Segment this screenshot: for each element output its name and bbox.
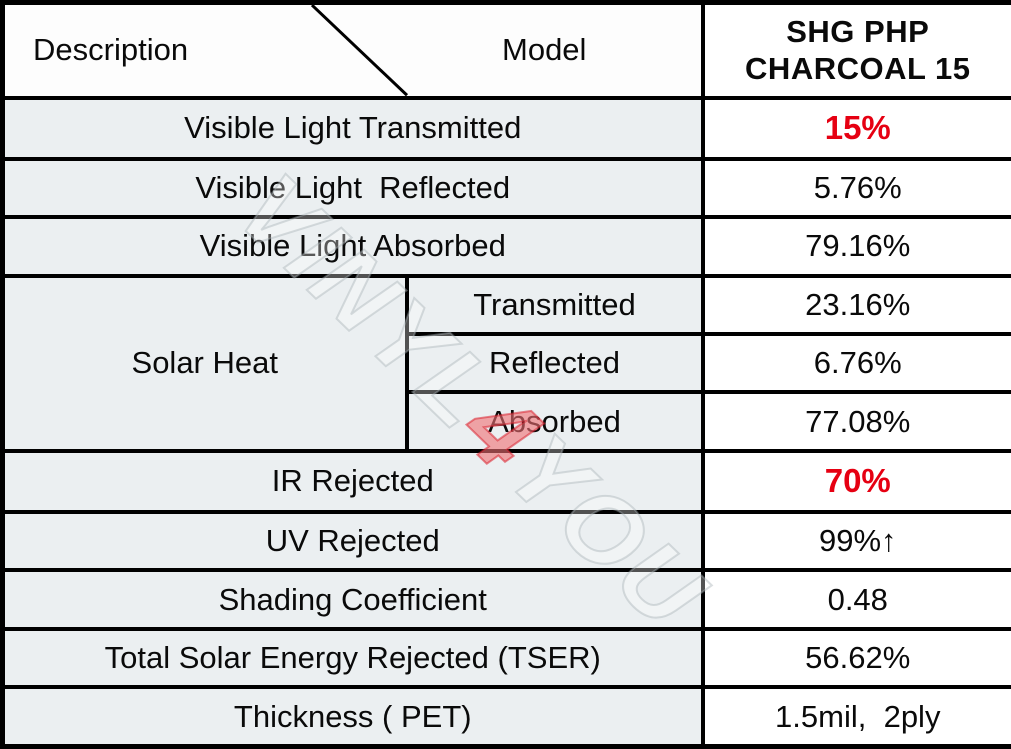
row-label-ir-rejected: IR Rejected: [0, 448, 705, 515]
row-value-visible-light-reflected: 5.76%: [700, 156, 1011, 220]
table-row: Solar Heat Transmitted 23.16%: [0, 273, 1011, 453]
row-label-visible-light-absorbed: Visible Light Absorbed: [0, 215, 705, 278]
model-header-label: Model: [502, 32, 587, 68]
row-label-shading-coefficient: Shading Coefficient: [0, 568, 705, 631]
row-label-solar-heat-reflected: Reflected: [404, 331, 705, 395]
row-label-solar-heat-absorbed: Absorbed: [404, 390, 705, 453]
row-value-solar-heat-reflected: 6.76%: [700, 331, 1011, 395]
table-row: Reflected 6.76%: [3, 331, 1011, 395]
table-row: Absorbed 77.08%: [3, 390, 1011, 453]
table-row: Visible Light Transmitted 15%: [0, 95, 1011, 161]
row-label-thickness: Thickness ( PET): [0, 685, 705, 749]
row-label-solar-heat-transmitted: Transmitted: [404, 273, 705, 336]
table-row: Shading Coefficient 0.48: [0, 568, 1011, 631]
row-value-ir-rejected: 70%: [700, 448, 1011, 515]
solar-heat-group-label: Solar Heat: [0, 273, 409, 453]
table-row: Total Solar Energy Rejected (TSER) 56.62…: [0, 626, 1011, 690]
row-label-tser: Total Solar Energy Rejected (TSER): [0, 626, 705, 690]
row-label-uv-rejected: UV Rejected: [0, 510, 705, 573]
row-value-tser: 56.62%: [700, 626, 1011, 690]
table-row: UV Rejected 99%↑: [0, 510, 1011, 573]
row-value-visible-light-transmitted: 15%: [700, 95, 1011, 161]
table-row: Visible Light Reflected 5.76%: [0, 156, 1011, 220]
header-description-model-cell: Description Model: [0, 0, 705, 100]
row-value-solar-heat-transmitted: 23.16%: [700, 273, 1011, 336]
row-value-uv-rejected: 99%↑: [700, 510, 1011, 573]
row-value-solar-heat-absorbed: 77.08%: [700, 390, 1011, 453]
row-value-shading-coefficient: 0.48: [700, 568, 1011, 631]
model-name-cell: SHG PHP CHARCOAL 15: [700, 0, 1011, 100]
header-diagonal-divider: [310, 6, 409, 94]
row-label-visible-light-reflected: Visible Light Reflected: [0, 156, 705, 220]
model-name-line2: CHARCOAL 15: [745, 51, 971, 87]
description-header-label: Description: [33, 32, 189, 68]
row-value-visible-light-absorbed: 79.16%: [700, 215, 1011, 278]
row-label-visible-light-transmitted: Visible Light Transmitted: [0, 95, 705, 161]
table-row: IR Rejected 70%: [0, 448, 1011, 515]
table-row: Thickness ( PET) 1.5mil, 2ply: [0, 685, 1011, 749]
model-name-line1: SHG PHP: [786, 14, 930, 50]
row-value-thickness: 1.5mil, 2ply: [700, 685, 1011, 749]
table-header-row: Description Model SHG PHP CHARCOAL 15: [0, 0, 1011, 100]
table-row: Visible Light Absorbed 79.16%: [0, 215, 1011, 278]
